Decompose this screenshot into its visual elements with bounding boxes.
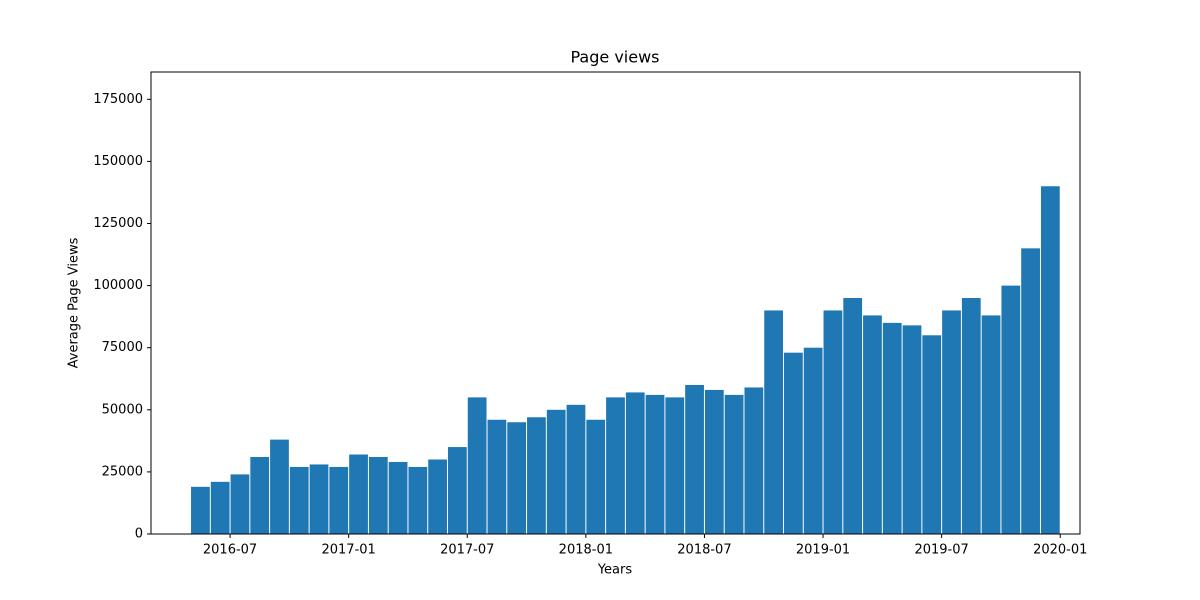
bar [823, 310, 843, 534]
bar [230, 474, 250, 534]
y-axis-label: Average Page Views [67, 237, 82, 368]
y-tick-label: 150000 [93, 154, 143, 169]
y-tick-label: 125000 [93, 216, 143, 231]
bar [329, 466, 349, 534]
y-tick-label: 175000 [93, 92, 143, 107]
bar [942, 310, 961, 534]
bar [685, 384, 704, 534]
bar [546, 409, 566, 534]
bar [665, 397, 685, 534]
x-tick-label: 2019-01 [796, 543, 850, 558]
bar [803, 347, 823, 534]
x-tick-label: 2017-01 [321, 543, 375, 558]
bar [270, 439, 289, 534]
y-tick-label: 25000 [102, 464, 143, 479]
bar [922, 335, 942, 534]
y-tick-label: 0 [135, 527, 143, 542]
bar [625, 392, 645, 534]
x-tick-label: 2016-07 [203, 543, 257, 558]
bar [981, 315, 1001, 534]
bar [191, 486, 210, 534]
bar [428, 459, 447, 534]
bar [408, 466, 428, 534]
y-tick-label: 75000 [102, 340, 143, 355]
x-axis-label: Years [597, 563, 633, 578]
bar [724, 394, 744, 534]
y-tick-label: 100000 [93, 278, 143, 293]
bar [764, 310, 784, 534]
bar [704, 389, 724, 534]
bar [843, 298, 863, 534]
x-tick-label: 2018-01 [559, 543, 613, 558]
bar [487, 419, 507, 534]
plot-frame [150, 71, 1081, 535]
bar [507, 422, 527, 534]
bar [349, 454, 368, 534]
x-tick-label: 2019-07 [914, 543, 968, 558]
bar [250, 457, 270, 534]
bar [863, 315, 882, 534]
chart-title: Page views [571, 48, 660, 67]
bar [1040, 186, 1060, 535]
bar [527, 417, 546, 534]
bar [1021, 248, 1040, 534]
x-tick-label: 2018-07 [677, 543, 731, 558]
x-tick-label: 2017-07 [440, 543, 494, 558]
bar [606, 397, 625, 534]
bar [368, 457, 388, 534]
bar [882, 322, 902, 534]
x-tick-label: 2020-01 [1033, 543, 1087, 558]
y-tick-label: 50000 [102, 402, 143, 417]
bar [388, 461, 408, 534]
bar [210, 481, 230, 534]
bar [309, 464, 329, 534]
bar [784, 352, 803, 534]
bar [289, 466, 309, 534]
bar [467, 397, 487, 534]
bar [447, 447, 467, 534]
bar [645, 394, 665, 534]
bar [566, 404, 586, 534]
bar [902, 325, 922, 534]
bar [1001, 285, 1021, 534]
bar [961, 298, 981, 534]
bar [744, 387, 764, 534]
bar [586, 419, 606, 534]
